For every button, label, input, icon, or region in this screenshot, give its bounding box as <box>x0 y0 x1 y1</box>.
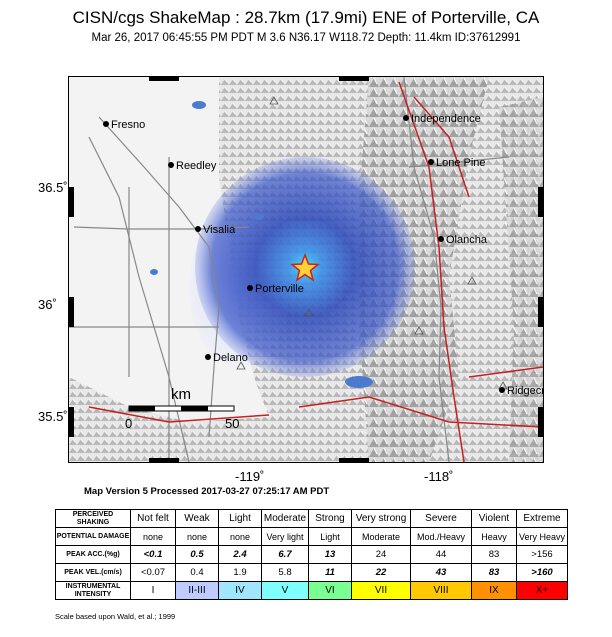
lakes <box>150 101 373 388</box>
city-label-porterville: Porterville <box>255 283 304 295</box>
city-label-olancha: Olancha <box>446 234 488 246</box>
legend-cell: 24 <box>351 545 411 564</box>
legend-cell: Moderate <box>261 509 309 528</box>
legend-cell: 83 <box>471 563 517 582</box>
city-label-lone-pine: Lone Pine <box>436 157 486 169</box>
legend-cell: Mod./Heavy <box>410 527 472 546</box>
intensity-swatch: VIII <box>410 581 472 600</box>
legend-cell: 0.4 <box>175 563 219 582</box>
legend-cell: 83 <box>471 545 517 564</box>
legend-row-shaking: PERCEIVED SHAKING Not felt Weak Light Mo… <box>55 509 568 528</box>
legend-cell: Extreme <box>516 509 568 528</box>
legend-cell: <0.07 <box>130 563 176 582</box>
legend-cell: <0.1 <box>130 545 176 564</box>
legend-cell: 5.8 <box>261 563 309 582</box>
city-marker-fresno <box>103 121 109 127</box>
city-label-independence: Independence <box>411 113 481 125</box>
city-markers: Fresno Reedley Visalia Porterville Delan… <box>103 113 543 397</box>
city-label-fresno: Fresno <box>111 119 145 131</box>
legend-header: INSTRUMENTAL INTENSITY <box>55 581 131 600</box>
city-marker-ridgecrest <box>499 387 505 393</box>
ridge-relief <box>359 77 489 462</box>
intensity-swatch: VII <box>351 581 411 600</box>
legend-cell: Moderate <box>351 527 411 546</box>
intensity-swatch: VI <box>308 581 352 600</box>
city-marker-reedley <box>168 162 174 168</box>
legend-cell: Violent <box>471 509 517 528</box>
lat-tick-36-5: 36.5˚ <box>38 180 68 195</box>
lat-tick-36: 36˚ <box>38 297 57 312</box>
legend-cell: Light <box>218 509 262 528</box>
scale-start: 0 <box>125 416 132 431</box>
map-version: Map Version 5 Processed 2017-03-27 07:25… <box>84 486 330 497</box>
city-label-ridgecrest: Ridgecr <box>507 385 543 397</box>
legend-cell: Heavy <box>471 527 517 546</box>
legend-cell: Weak <box>175 509 219 528</box>
intensity-swatch: X+ <box>516 581 568 600</box>
lon-tick-119: -119˚ <box>235 469 265 484</box>
legend-header: PEAK ACC.(%g) <box>55 545 131 564</box>
intensity-swatch: II-III <box>175 581 219 600</box>
city-marker-delano <box>205 354 211 360</box>
scale-note: Scale based upon Wald, et al.; 1999 <box>55 612 176 621</box>
legend-cell: 22 <box>351 563 411 582</box>
legend-cell: Very strong <box>351 509 411 528</box>
frame-ticks <box>69 77 543 462</box>
legend-cell: Light <box>308 527 352 546</box>
intensity-swatch: V <box>261 581 309 600</box>
legend-cell: Very light <box>261 527 309 546</box>
legend-cell: 2.4 <box>218 545 262 564</box>
legend-cell: >156 <box>516 545 568 564</box>
intensity-swatch: IX <box>471 581 517 600</box>
city-marker-independence <box>403 115 409 121</box>
legend-header: PERCEIVED SHAKING <box>55 509 131 528</box>
intensity-swatch: I <box>130 581 176 600</box>
legend-cell: >160 <box>516 563 568 582</box>
city-marker-olancha <box>438 236 444 242</box>
legend-cell: 43 <box>410 563 472 582</box>
legend-row-intensity: INSTRUMENTAL INTENSITY I II-III IV V VI … <box>55 581 568 600</box>
legend-cell: none <box>218 527 262 546</box>
city-label-delano: Delano <box>213 352 248 364</box>
intensity-legend: PERCEIVED SHAKING Not felt Weak Light Mo… <box>55 509 568 600</box>
city-marker-porterville <box>247 285 253 291</box>
legend-header: PEAK VEL.(cm/s) <box>55 563 131 582</box>
lon-tick-118: -118˚ <box>424 469 454 484</box>
scale-bar: km 0 50 <box>125 386 239 431</box>
scale-unit: km <box>171 386 191 403</box>
legend-cell: none <box>175 527 219 546</box>
legend-cell: Strong <box>308 509 352 528</box>
city-marker-visalia <box>195 226 201 232</box>
legend-row-acc: PEAK ACC.(%g) <0.1 0.5 2.4 6.7 13 24 44 … <box>55 545 568 564</box>
legend-cell: 1.9 <box>218 563 262 582</box>
legend-cell: 13 <box>308 545 352 564</box>
scale-end: 50 <box>225 416 239 431</box>
inyo-relief <box>499 97 543 462</box>
shakemap[interactable]: Fresno Reedley Visalia Porterville Delan… <box>68 76 544 463</box>
intensity-swatch: IV <box>218 581 262 600</box>
lat-tick-35-5: 35.5˚ <box>38 409 68 424</box>
legend-cell: 44 <box>410 545 472 564</box>
legend-header: POTENTIAL DAMAGE <box>55 527 131 546</box>
legend-cell: Very Heavy <box>516 527 568 546</box>
legend-cell: Severe <box>410 509 472 528</box>
stations <box>236 96 508 390</box>
map-title: CISN/cgs ShakeMap : 28.7km (17.9mi) ENE … <box>72 8 540 27</box>
star-icon <box>289 252 321 282</box>
legend-cell: 6.7 <box>261 545 309 564</box>
legend-row-damage: POTENTIAL DAMAGE none none none Very lig… <box>55 527 568 546</box>
event-info: Mar 26, 2017 06:45:55 PM PDT M 3.6 N36.1… <box>91 32 521 44</box>
city-marker-lone-pine <box>428 159 434 165</box>
legend-row-vel: PEAK VEL.(cm/s) <0.07 0.4 1.9 5.8 11 22 … <box>55 563 568 582</box>
legend-cell: none <box>130 527 176 546</box>
legend-cell: 11 <box>308 563 352 582</box>
legend-cell: 0.5 <box>175 545 219 564</box>
city-label-reedley: Reedley <box>176 160 217 172</box>
roads <box>69 77 510 462</box>
legend-cell: Not felt <box>130 509 176 528</box>
faults <box>88 81 543 462</box>
map-canvas: Fresno Reedley Visalia Porterville Delan… <box>69 77 543 462</box>
city-label-visalia: Visalia <box>203 224 236 236</box>
